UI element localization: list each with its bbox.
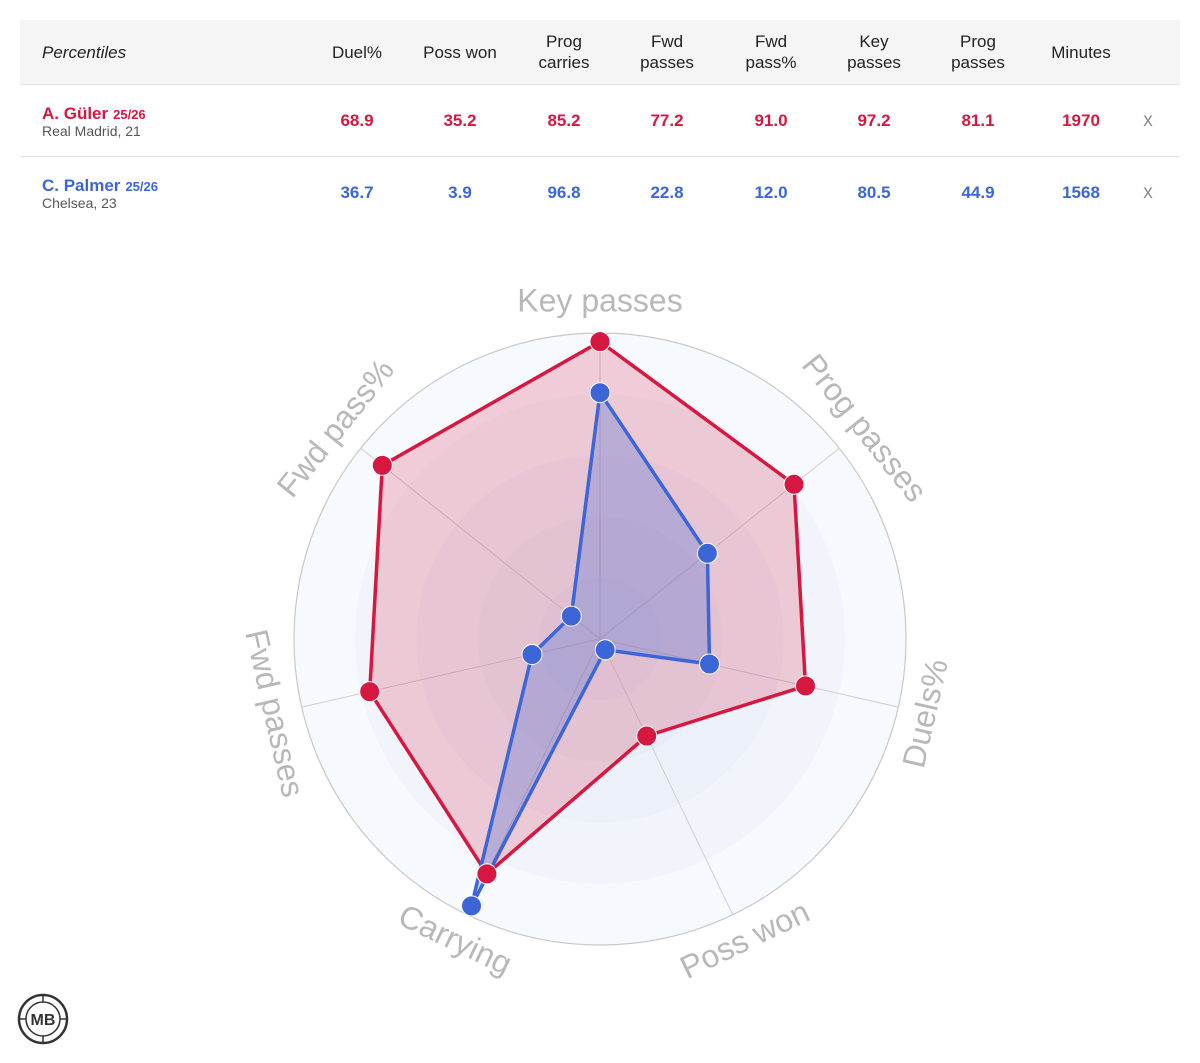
player-name-text: A. Güler xyxy=(42,104,109,123)
svg-text:MB: MB xyxy=(31,1012,56,1029)
column-header: Poss won xyxy=(423,42,497,62)
table-cell: 96.8 xyxy=(547,182,581,202)
table-cell: 81.1 xyxy=(961,110,995,130)
table-cell: 1568 xyxy=(1062,182,1100,202)
table-cell: 22.8 xyxy=(650,182,684,202)
table-cell: 91.0 xyxy=(754,110,788,130)
radar-spoke xyxy=(599,638,899,708)
column-header: Fwd pass% xyxy=(745,32,797,72)
radar-point xyxy=(371,454,393,476)
table-cell: 68.9 xyxy=(340,110,374,130)
mb-logo: MB xyxy=(17,993,69,1045)
percentiles-table: Percentiles Duel% Poss won Prog carries Fwd… xyxy=(20,20,1180,228)
radar-point xyxy=(594,639,616,661)
radar-point xyxy=(359,681,381,703)
table-cell: 77.2 xyxy=(650,110,684,130)
radar-point xyxy=(521,644,543,665)
radar-axis-label: Key passes xyxy=(517,282,682,318)
table-row: A. Güler 25/26 Real Madrid, 21 68.9 35.2 85.2… xyxy=(20,85,1180,157)
player-name[interactable]: C. Palmer 25/26 xyxy=(42,176,158,196)
header-percentiles: Percentiles xyxy=(42,42,127,62)
table-cell: 12.0 xyxy=(754,182,788,202)
player-name-text: C. Palmer xyxy=(42,176,121,195)
radar-point xyxy=(783,473,805,495)
radar-point xyxy=(461,895,482,917)
table-cell: 85.2 xyxy=(547,110,581,130)
table-cell: 36.7 xyxy=(340,182,374,202)
table-row: C. Palmer 25/26 Chelsea, 23 36.7 3.9 96.8 22.8… xyxy=(20,157,1180,228)
table-cell: 35.2 xyxy=(443,110,477,130)
radar-point xyxy=(476,863,498,885)
column-header: Prog passes xyxy=(951,32,1005,72)
player-club: Chelsea, 23 xyxy=(42,195,117,211)
player-season: 25/26 xyxy=(113,107,146,122)
radar-point xyxy=(795,675,816,697)
player-name[interactable]: A. Güler 25/26 xyxy=(42,104,146,124)
radar-point xyxy=(589,382,611,404)
radar-spoke xyxy=(360,447,601,640)
column-header: Duel% xyxy=(331,42,383,62)
radar-point xyxy=(696,542,718,564)
radar-spoke xyxy=(599,638,734,915)
remove-player-button[interactable]: x xyxy=(1143,181,1153,203)
column-header: Fwd passes xyxy=(640,32,694,72)
column-header: Minutes xyxy=(1051,42,1111,62)
table-cell: 1970 xyxy=(1062,110,1100,130)
table-cell: 97.2 xyxy=(857,110,891,130)
remove-player-button[interactable]: x xyxy=(1143,109,1153,131)
table-cell: 80.5 xyxy=(857,182,891,202)
radar-point xyxy=(560,605,582,627)
table-cell: 44.9 xyxy=(961,182,995,202)
radar-series-area xyxy=(367,339,808,876)
radar-point xyxy=(589,331,611,353)
radar-point xyxy=(699,653,720,675)
player-club: Real Madrid, 21 xyxy=(42,123,141,139)
player-season: 25/26 xyxy=(125,179,158,194)
column-header: Key passes xyxy=(847,32,901,72)
column-header: Prog carries xyxy=(538,32,590,72)
table-cell: 3.9 xyxy=(448,182,472,202)
table-header: Percentiles Duel% Poss won Prog carries Fwd… xyxy=(20,20,1180,85)
radar-point xyxy=(636,725,658,747)
radar-spoke xyxy=(301,638,601,708)
